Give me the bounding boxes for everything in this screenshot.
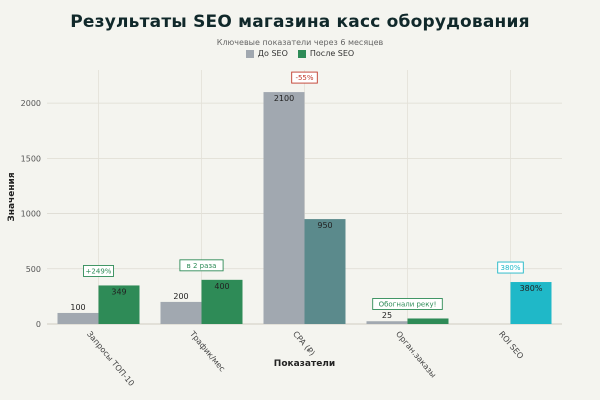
y-tick-label: 1000: [21, 210, 41, 219]
annotation-label: 380%: [500, 264, 520, 272]
legend-item-after: После SEO: [297, 49, 355, 58]
bar-value-label: 2100: [274, 94, 294, 103]
bar-value-label: 200: [173, 292, 188, 301]
x-tick-label: Запросы ТОП-10: [85, 330, 136, 388]
y-tick-label: 0: [36, 320, 41, 329]
bar-before: [160, 301, 202, 324]
annotation-box: [291, 71, 318, 84]
bar-value-label: 380%: [520, 284, 543, 293]
annotation-label: в 2 раза: [187, 262, 217, 270]
chart-legend: До SEO После SEO: [0, 49, 600, 58]
bar-after: [201, 279, 243, 324]
annotation-box: [83, 265, 114, 277]
bar-value-label: 950: [317, 221, 332, 230]
legend-item-before: До SEO: [245, 49, 288, 58]
x-axis-title: Показатели: [274, 359, 335, 369]
x-tick-label: CPA (₽): [291, 330, 317, 358]
y-tick-label: 1500: [21, 154, 41, 163]
bar-after: [510, 282, 552, 324]
bar-after: [98, 285, 140, 324]
legend-swatch-after: [297, 49, 306, 58]
bar-value-label: 349: [111, 287, 126, 296]
x-tick-label: Орган.заказы: [394, 330, 438, 380]
bar-value-label: 400: [214, 282, 229, 291]
bar-before: [366, 321, 408, 324]
annotation-label: -55%: [295, 74, 313, 82]
legend-swatch-before: [245, 49, 254, 58]
legend-label-after: После SEO: [309, 49, 355, 58]
annotation-label: Обогнали реку!: [379, 300, 437, 308]
chart-title: Результаты SEO магазина касс оборудовани…: [70, 12, 530, 32]
bar-before: [57, 312, 99, 324]
annotation-box: [179, 259, 224, 272]
bar-before: [263, 92, 305, 324]
bar-value-label: 100: [70, 303, 85, 312]
x-tick-label: Трафик/мес: [187, 329, 227, 374]
y-tick-label: 2000: [21, 99, 41, 108]
chart-subtitle: Ключевые показатели через 6 месяцев: [216, 38, 384, 47]
bar-after: [407, 318, 449, 324]
x-tick-label: ROI SEO: [497, 330, 525, 361]
annotation-box: [372, 298, 443, 310]
y-tick-label: 500: [26, 265, 41, 274]
y-axis-title: Значения: [7, 172, 17, 221]
annotation-label: +249%: [86, 267, 112, 275]
bar-after: [304, 219, 346, 324]
annotation-box: [497, 261, 524, 274]
bar-value-label: 25: [382, 311, 392, 320]
legend-label-before: До SEO: [257, 49, 288, 58]
